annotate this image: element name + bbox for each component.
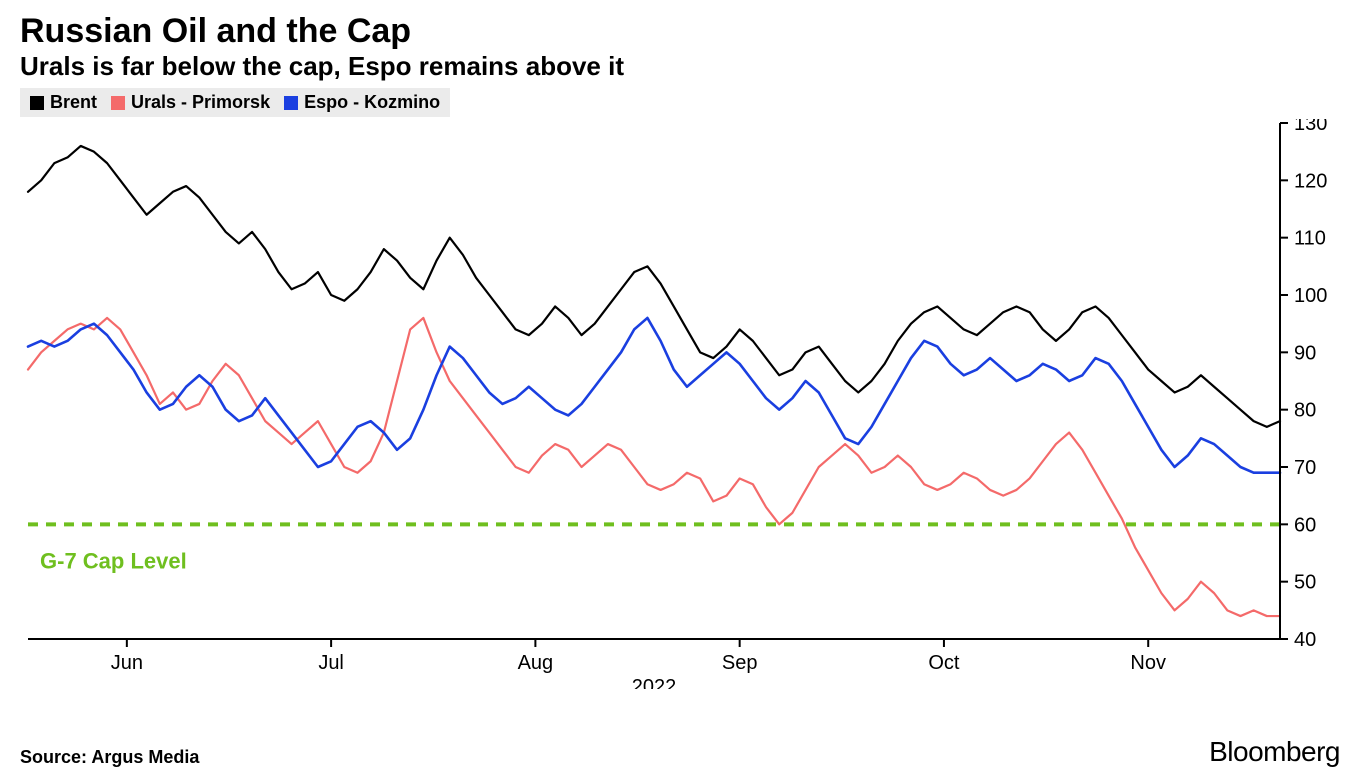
legend-label: Espo - Kozmino bbox=[304, 92, 440, 113]
chart-title: Russian Oil and the Cap bbox=[20, 12, 1340, 51]
line-chart: G-7 Cap Level 40 50 60 70 80 90 100 110 120 130 Jun… bbox=[20, 119, 1340, 689]
chart-area: G-7 Cap Level 40 50 60 70 80 90 100 110 120 130 Jun… bbox=[20, 119, 1340, 694]
svg-text:2022: 2022 bbox=[632, 676, 677, 689]
svg-text:120: 120 bbox=[1294, 170, 1327, 192]
svg-text:80: 80 bbox=[1294, 400, 1316, 422]
svg-text:100: 100 bbox=[1294, 285, 1327, 307]
svg-text:90: 90 bbox=[1294, 342, 1316, 364]
brand-logo: Bloomberg bbox=[1209, 736, 1340, 768]
svg-text:50: 50 bbox=[1294, 572, 1316, 594]
svg-text:60: 60 bbox=[1294, 514, 1316, 536]
legend-item-brent: Brent bbox=[30, 92, 97, 113]
svg-text:Nov: Nov bbox=[1130, 652, 1166, 674]
svg-text:40: 40 bbox=[1294, 629, 1316, 651]
svg-text:130: 130 bbox=[1294, 119, 1327, 135]
chart-subtitle: Urals is far below the cap, Espo remains… bbox=[20, 51, 1340, 82]
svg-text:G-7 Cap Level: G-7 Cap Level bbox=[40, 548, 187, 573]
source-attribution: Source: Argus Media bbox=[20, 747, 199, 768]
svg-text:70: 70 bbox=[1294, 457, 1316, 479]
legend: Brent Urals - Primorsk Espo - Kozmino bbox=[20, 88, 450, 117]
legend-swatch bbox=[111, 96, 125, 110]
legend-label: Brent bbox=[50, 92, 97, 113]
legend-label: Urals - Primorsk bbox=[131, 92, 270, 113]
legend-item-espo: Espo - Kozmino bbox=[284, 92, 440, 113]
svg-text:110: 110 bbox=[1294, 228, 1326, 250]
svg-text:Oct: Oct bbox=[928, 652, 960, 674]
legend-swatch bbox=[284, 96, 298, 110]
legend-item-urals: Urals - Primorsk bbox=[111, 92, 270, 113]
svg-text:Jun: Jun bbox=[111, 652, 143, 674]
svg-text:Aug: Aug bbox=[518, 652, 554, 674]
svg-text:Sep: Sep bbox=[722, 652, 758, 674]
svg-text:Jul: Jul bbox=[318, 652, 344, 674]
legend-swatch bbox=[30, 96, 44, 110]
